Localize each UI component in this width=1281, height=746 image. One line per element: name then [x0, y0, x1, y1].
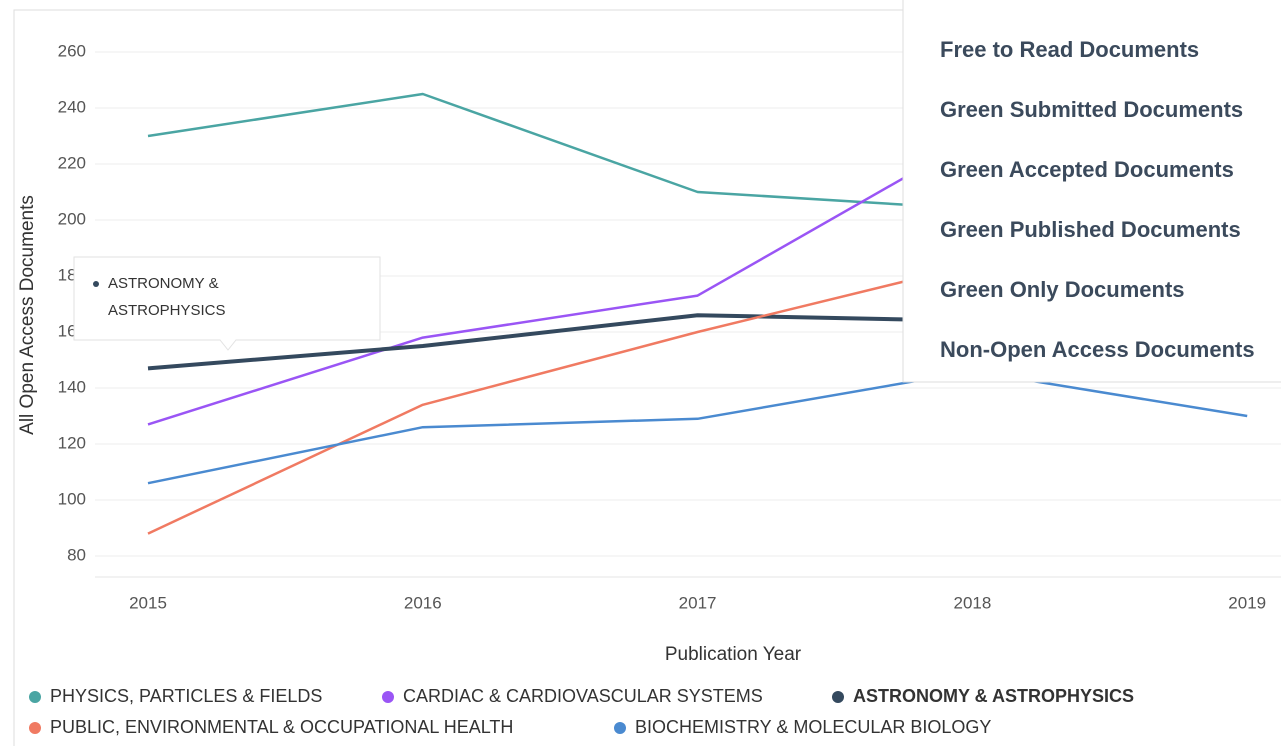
tooltip-label: ASTRONOMY & ASTROPHYSICS — [108, 275, 226, 319]
x-tick-label: 2019 — [1228, 593, 1266, 612]
x-tick-label: 2018 — [953, 593, 991, 612]
y-axis-title: All Open Access Documents — [17, 195, 38, 435]
menu-item[interactable]: Green Published Documents — [940, 217, 1241, 242]
legend-swatch — [614, 722, 626, 734]
series-line — [147, 369, 1248, 485]
legend-swatch — [382, 691, 394, 703]
tooltip-line: ASTRONOMY & — [108, 275, 219, 292]
menu-item[interactable]: Green Submitted Documents — [940, 97, 1243, 122]
legend-label: ASTRONOMY & ASTROPHYSICS — [853, 686, 1134, 706]
dropdown-menu — [902, 0, 1281, 383]
y-tick-label: 80 — [67, 545, 86, 564]
legend-swatch — [29, 691, 41, 703]
chart-frame — [13, 9, 1281, 746]
x-tick-label: 2016 — [404, 593, 442, 612]
menu-item[interactable]: Green Accepted Documents — [940, 157, 1234, 182]
menu-item[interactable]: Free to Read Documents — [940, 37, 1199, 62]
y-tick-label: 140 — [58, 377, 86, 396]
menu-item[interactable]: Non-Open Access Documents — [940, 337, 1255, 362]
legend-swatch — [832, 691, 844, 703]
legend-label: BIOCHEMISTRY & MOLECULAR BIOLOGY — [635, 717, 991, 737]
x-axis-title: Publication Year — [665, 644, 802, 665]
tooltip-box — [73, 256, 381, 351]
x-tick-label: 2017 — [679, 593, 717, 612]
legend-label: PHYSICS, PARTICLES & FIELDS — [50, 686, 322, 706]
tooltip-line: ASTROPHYSICS — [108, 302, 226, 319]
y-tick-label: 200 — [58, 209, 86, 228]
y-tick-label: 260 — [58, 41, 86, 60]
menu-item[interactable]: Green Only Documents — [940, 277, 1185, 302]
legend-label: PUBLIC, ENVIRONMENTAL & OCCUPATIONAL HEA… — [50, 717, 513, 737]
y-tick-label: 240 — [58, 97, 86, 116]
y-tick-label: 220 — [58, 153, 86, 172]
legend-label: CARDIAC & CARDIOVASCULAR SYSTEMS — [403, 686, 763, 706]
y-tick-label: 120 — [58, 433, 86, 452]
tooltip-swatch — [93, 281, 99, 287]
legend-swatch — [29, 722, 41, 734]
y-tick-label: 100 — [58, 489, 86, 508]
x-tick-label: 2015 — [129, 593, 167, 612]
